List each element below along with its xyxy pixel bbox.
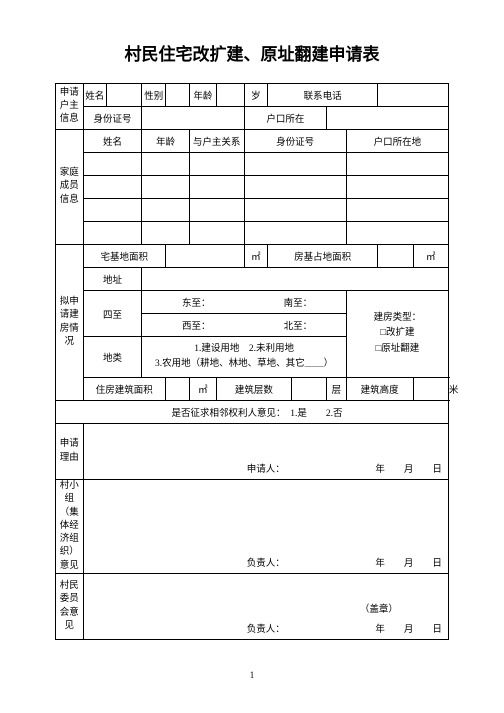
fam-col-idcard: 身份证号 — [244, 130, 346, 153]
label-build-area: 住房建筑面积 — [83, 378, 166, 401]
field-homestead-area[interactable] — [166, 245, 245, 268]
field-build-area[interactable] — [166, 378, 190, 401]
label-south: 南至： — [244, 295, 346, 309]
field-name[interactable] — [107, 84, 142, 107]
fam-row-cell[interactable] — [346, 153, 448, 176]
label-hukou: 户口所在 — [244, 107, 327, 130]
group-box[interactable]: 负责人： 年 月 日 — [83, 480, 448, 574]
label-consult[interactable]: 是否征求相邻权利人意见： 1.是 2.否 — [56, 401, 449, 424]
page-number: 1 — [55, 670, 449, 680]
reason-box[interactable]: 申请人： 年 月 日 — [83, 424, 448, 480]
label-homestead-area: 宅基地面积 — [83, 245, 166, 268]
date-reason: 年 月 日 — [375, 461, 442, 475]
section-family: 家庭成员信息 — [56, 130, 84, 245]
label-seal: （盖章） — [360, 601, 398, 615]
date-group: 年 月 日 — [375, 555, 442, 569]
fam-row-cell[interactable] — [244, 153, 346, 176]
fam-row-cell[interactable] — [346, 199, 448, 222]
label-landtype: 地类 — [83, 337, 142, 378]
landtype-block[interactable]: 1.建设用地 2.未利用地 3.农用地（耕地、林地、草地、其它＿＿） — [142, 337, 346, 378]
fam-col-age: 年龄 — [142, 130, 189, 153]
field-age[interactable] — [217, 84, 245, 107]
label-sex: 性别 — [142, 84, 166, 107]
form-table: 申请户主信息 姓名 性别 年龄 岁 联系电话 身份证号 户口所在 家庭成员信息 … — [55, 83, 449, 640]
unit-m2-2: ㎡ — [413, 245, 448, 268]
fam-row-cell[interactable] — [142, 199, 189, 222]
field-floors[interactable] — [291, 378, 326, 401]
form-title: 村民住宅改扩建、原址翻建申请表 — [55, 40, 449, 65]
field-address[interactable] — [142, 268, 448, 291]
label-name: 姓名 — [83, 84, 107, 107]
field-phone[interactable] — [378, 84, 449, 107]
unit-m2-1: ㎡ — [244, 245, 268, 268]
committee-box[interactable]: （盖章） 负责人： 年 月 日 — [83, 574, 448, 640]
label-address: 地址 — [83, 268, 142, 291]
fam-row-cell[interactable] — [244, 176, 346, 199]
label-north: 北至： — [244, 318, 346, 332]
fam-row-cell[interactable] — [189, 199, 244, 222]
field-sex[interactable] — [166, 84, 190, 107]
label-floors: 建筑层数 — [217, 378, 292, 401]
field-idcard[interactable] — [142, 107, 244, 130]
fam-row-cell[interactable] — [83, 153, 142, 176]
label-west: 西至： — [142, 318, 244, 332]
unit-m2-3: ㎡ — [189, 378, 217, 401]
section-group: 村小组（集体经济组织）意见 — [56, 480, 84, 574]
house-type-block[interactable]: 建房类型： □改扩建 □原址翻建 — [346, 291, 448, 378]
field-height[interactable] — [413, 378, 448, 401]
section-applicant: 申请户主信息 — [56, 84, 84, 130]
label-age: 年龄 — [189, 84, 217, 107]
fam-row-cell[interactable] — [244, 222, 346, 245]
fam-row-cell[interactable] — [346, 176, 448, 199]
label-phone: 联系电话 — [268, 84, 378, 107]
fam-row-cell[interactable] — [346, 222, 448, 245]
label-height: 建筑高度 — [346, 378, 413, 401]
section-committee: 村民委员会意见 — [56, 574, 84, 640]
label-east: 东至： — [142, 295, 244, 309]
label-building-area: 房基占地面积 — [268, 245, 378, 268]
unit-floors: 层 — [327, 378, 347, 401]
fam-row-cell[interactable] — [83, 199, 142, 222]
fam-row-cell[interactable] — [142, 222, 189, 245]
fam-row-cell[interactable] — [142, 176, 189, 199]
fam-row-cell[interactable] — [83, 222, 142, 245]
fam-row-cell[interactable] — [189, 153, 244, 176]
fam-col-name: 姓名 — [83, 130, 142, 153]
label-idcard: 身份证号 — [83, 107, 142, 130]
fam-row-cell[interactable] — [142, 153, 189, 176]
section-apply: 拟申请建房情况 — [56, 245, 84, 401]
section-reason: 申请理由 — [56, 424, 84, 480]
fam-row-cell[interactable] — [189, 222, 244, 245]
label-age-unit: 岁 — [244, 84, 268, 107]
field-hukou[interactable] — [327, 107, 449, 130]
fam-col-hukou: 户口所在地 — [346, 130, 448, 153]
date-committee: 年 月 日 — [375, 621, 442, 635]
label-sizhi: 四至 — [83, 291, 142, 337]
fam-col-relation: 与户主关系 — [189, 130, 244, 153]
fam-row-cell[interactable] — [83, 176, 142, 199]
field-building-area[interactable] — [378, 245, 413, 268]
fam-row-cell[interactable] — [244, 199, 346, 222]
fam-row-cell[interactable] — [189, 176, 244, 199]
